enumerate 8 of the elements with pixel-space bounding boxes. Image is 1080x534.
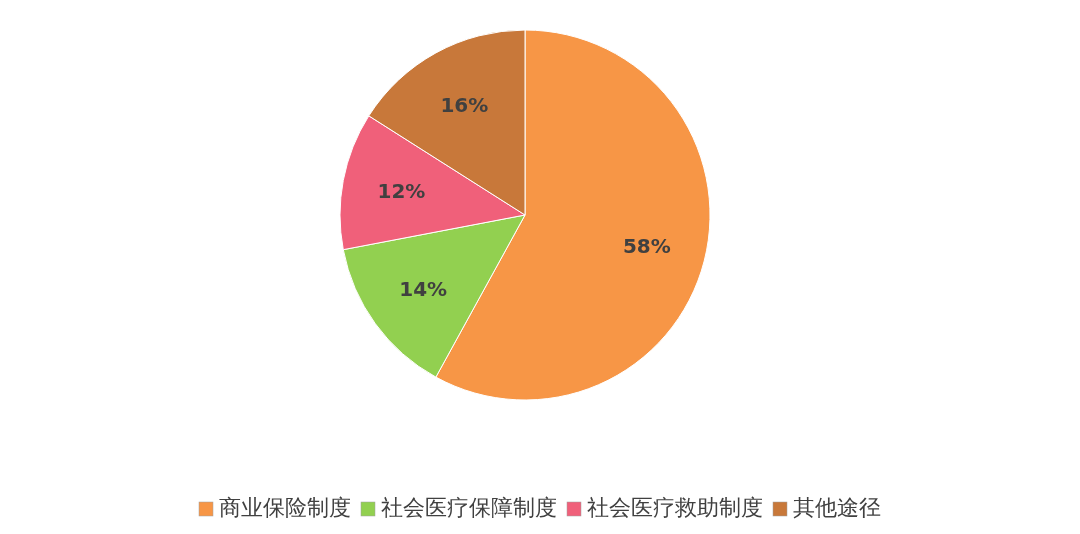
legend-label: 其他途径 xyxy=(793,495,881,520)
data-label: 58% xyxy=(622,234,671,259)
data-label: 16% xyxy=(440,92,489,117)
legend-label: 商业保险制度 xyxy=(219,495,351,520)
data-label: 14% xyxy=(399,276,448,301)
legend-label: 社会医疗救助制度 xyxy=(587,495,763,520)
legend-label: 社会医疗保障制度 xyxy=(381,495,557,520)
data-label: 12% xyxy=(377,179,426,204)
